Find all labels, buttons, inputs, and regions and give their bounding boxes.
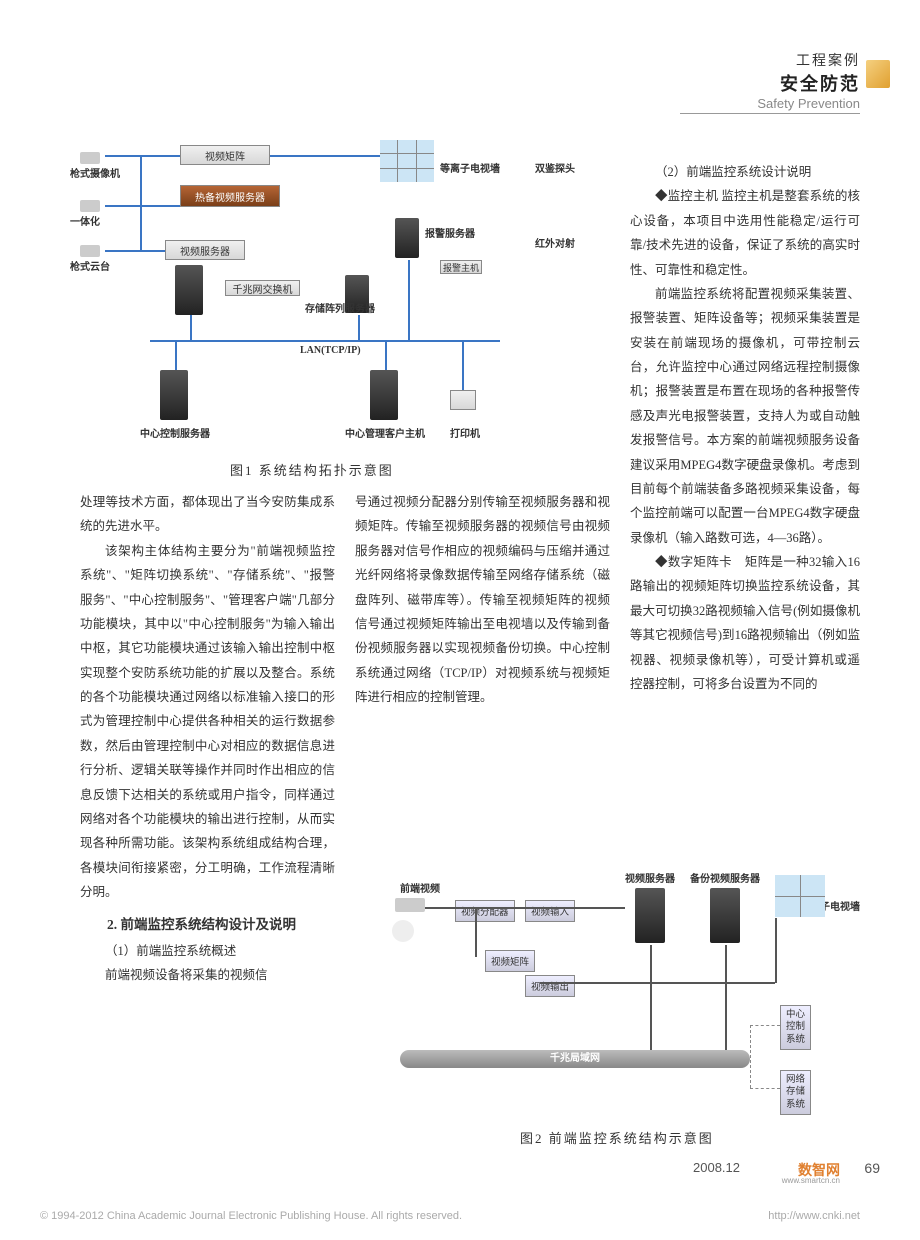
paragraph: ◆数字矩阵卡 矩阵是一种32输入16路输出的视频矩阵切换监控系统设备，其最大可切… [630, 550, 860, 696]
line [190, 315, 192, 340]
header-divider [680, 113, 860, 114]
server-icon [395, 218, 419, 258]
label-storage: 存储阵列服务器 [305, 300, 375, 315]
box-video-server: 视频服务器 [165, 240, 245, 260]
page-header: 工程案例 安全防范 Safety Prevention [680, 50, 860, 114]
dome-camera-icon [392, 920, 414, 942]
dashed-line [750, 1025, 780, 1026]
label-client: 中心管理客户主机 [345, 425, 425, 440]
line [270, 155, 380, 157]
label-printer: 打印机 [450, 425, 480, 440]
page-number: 69 [864, 1160, 880, 1176]
label-dual: 双鉴探头 [535, 160, 575, 175]
server-icon [160, 370, 188, 420]
label-lan: LAN(TCP/IP) [300, 345, 361, 356]
footer-logo-url: www.smartcn.cn [782, 1176, 840, 1185]
line [425, 907, 625, 909]
box-net-storage: 网络 存储 系统 [780, 1070, 811, 1115]
label-front-video: 前端视频 [400, 880, 440, 895]
box-central-ctrl: 中心 控制 系统 [780, 1005, 811, 1050]
paragraph: ◆监控主机 监控主机是整套系统的核心设备，本项目中选用性能稳定/运行可靠/技术先… [630, 184, 860, 282]
header-category: 工程案例 [680, 50, 860, 70]
dashed-line [750, 1088, 780, 1089]
label-plasma: 等离子电视墙 [440, 160, 500, 175]
label-camera-gun: 枪式摄像机 [70, 165, 120, 180]
tv-wall-icon [775, 875, 825, 917]
camera-icon [395, 898, 425, 912]
line [475, 907, 477, 957]
camera-icon [80, 152, 100, 164]
paragraph: 前端监控系统将配置视频采集装置、报警装置、矩阵设备等；视频采集装置是安装在前端现… [630, 282, 860, 550]
paragraph: （1）前端监控系统概述 [80, 939, 335, 963]
page-footer: 2008.12 数智网 www.smartcn.cn 69 [0, 1160, 920, 1190]
box-video-in: 视频输入 [525, 900, 575, 922]
lan-bar: 千兆局域网 [400, 1050, 750, 1068]
server-icon [175, 265, 203, 315]
line [540, 982, 775, 984]
server-icon [635, 888, 665, 943]
paragraph: 号通过视频分配器分别传输至视频服务器和视频矩阵。传输至视频服务器的视频信号由视频… [355, 490, 610, 709]
section-heading: 2. 前端监控系统结构设计及说明 [80, 912, 335, 938]
line [775, 918, 777, 983]
line [408, 260, 410, 340]
lan-line [150, 340, 500, 342]
line [105, 155, 180, 157]
box-gigabit: 千兆网交换机 [225, 280, 300, 296]
column-1: 处理等技术方面，都体现出了当今安防集成系统的先进水平。 该架构主体结构主要分为"… [80, 490, 335, 987]
figure-2: 前端视频 视频分配器 视频输入 视频矩阵 视频输出 视频服务器 备份视频服务器 … [380, 870, 870, 1120]
figure1-caption: 图1 系统结构拓扑示意图 [230, 460, 394, 479]
column-3: （2）前端监控系统设计说明 ◆监控主机 监控主机是整套系统的核心设备，本项目中选… [630, 160, 860, 696]
footer-date: 2008.12 [693, 1160, 740, 1175]
source-url: http://www.cnki.net [768, 1210, 860, 1222]
label-ptz: 枪式云台 [70, 258, 110, 273]
header-title-en: Safety Prevention [680, 96, 860, 111]
line [175, 340, 177, 370]
box-video-matrix: 视频矩阵 [485, 950, 535, 972]
label-alarm-server: 报警服务器 [425, 225, 475, 240]
paragraph: 该架构主体结构主要分为"前端视频监控系统"、"矩阵切换系统"、"存储系统"、"报… [80, 539, 335, 905]
box-hot-backup: 热备视频服务器 [180, 185, 280, 207]
box-splitter: 视频分配器 [455, 900, 515, 922]
line [140, 155, 142, 250]
label-backup-server: 备份视频服务器 [690, 870, 760, 885]
server-icon [710, 888, 740, 943]
camera-icon [80, 245, 100, 257]
figure-1: 枪式摄像机 一体化 枪式云台 视频矩阵 热备视频服务器 视频服务器 千兆网交换机… [80, 140, 600, 450]
paragraph: 处理等技术方面，都体现出了当今安防集成系统的先进水平。 [80, 490, 335, 539]
printer-icon [450, 390, 476, 410]
header-title-cn: 安全防范 [680, 70, 860, 96]
figure2-caption: 图2 前端监控系统结构示意图 [520, 1128, 714, 1147]
line [105, 205, 180, 207]
server-icon [370, 370, 398, 420]
label-central: 中心控制服务器 [140, 425, 210, 440]
box-alarm-host: 报警主机 [440, 260, 482, 274]
copyright-text: © 1994-2012 China Academic Journal Elect… [40, 1210, 462, 1222]
line [105, 250, 165, 252]
line [358, 315, 360, 340]
label-video-server: 视频服务器 [625, 870, 675, 885]
tv-wall-icon [380, 140, 434, 182]
dashed-line [750, 1025, 751, 1088]
monitor-icon [866, 60, 890, 88]
label-integrated: 一体化 [70, 213, 100, 228]
box-video-matrix: 视频矩阵 [180, 145, 270, 165]
camera-icon [80, 200, 100, 212]
paragraph: （2）前端监控系统设计说明 [630, 160, 860, 184]
line [385, 340, 387, 370]
line [462, 340, 464, 390]
line [725, 945, 727, 1050]
box-video-out: 视频输出 [525, 975, 575, 997]
label-ir: 红外对射 [535, 235, 575, 250]
line [650, 945, 652, 1050]
paragraph: 前端视频设备将采集的视频信 [80, 963, 335, 987]
